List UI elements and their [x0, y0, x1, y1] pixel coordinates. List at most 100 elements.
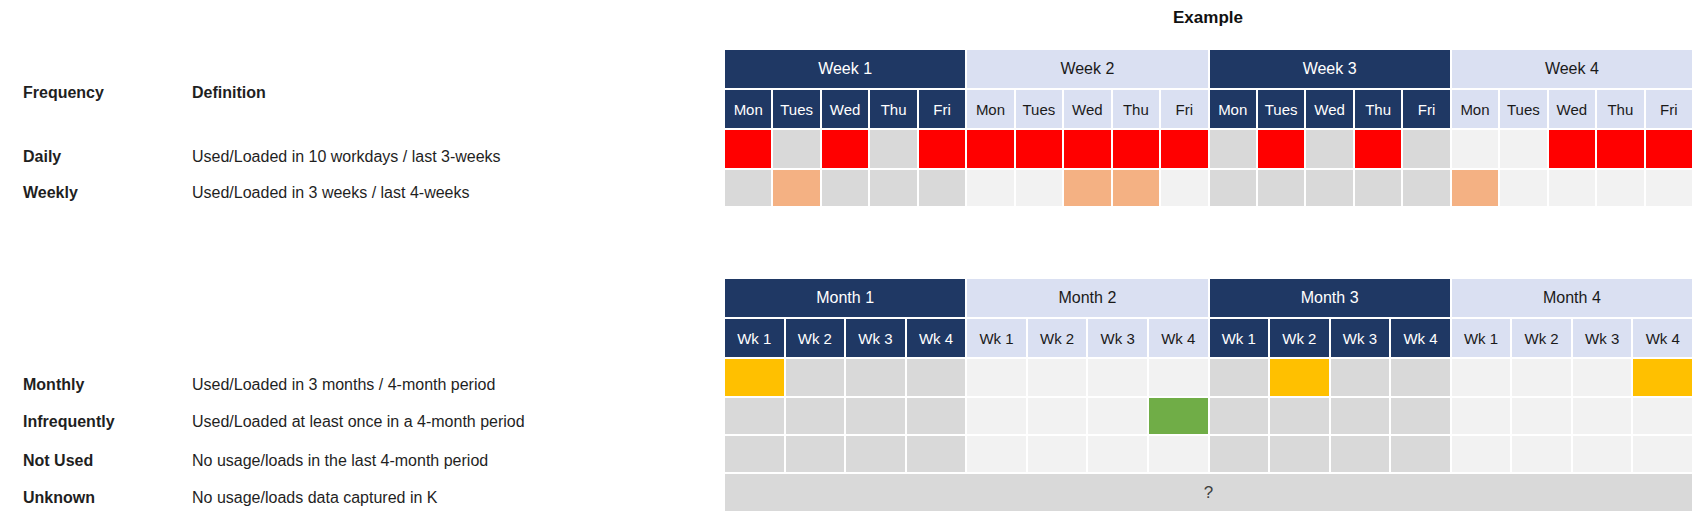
monthly-cell: [1573, 359, 1632, 396]
not-used-cell: [1270, 436, 1329, 472]
monthly-cell: [1149, 359, 1208, 396]
wk-header: Wk 4: [1633, 319, 1692, 357]
daily-cell: [1016, 130, 1062, 168]
daily-cell: [1403, 130, 1449, 168]
monthly-cell: [907, 359, 966, 396]
day-header: Mon: [1452, 90, 1498, 128]
infrequently-cell: [1210, 398, 1269, 434]
definition-text: Used/Loaded in 3 weeks / last 4-weeks: [192, 183, 469, 203]
daily-cell: [1597, 130, 1643, 168]
monthly-cell: [1210, 359, 1269, 396]
month-group-header: Month 4: [1452, 279, 1692, 317]
weekly-cell: [1016, 170, 1062, 206]
weekly-cell: [919, 170, 965, 206]
daily-cell: [1064, 130, 1110, 168]
weekly-cell: [1500, 170, 1546, 206]
day-header: Fri: [1161, 90, 1207, 128]
frequency-label: Infrequently: [23, 412, 115, 432]
wk-header: Wk 2: [1028, 319, 1087, 357]
daily-cell: [822, 130, 868, 168]
monthly-cell: [1088, 359, 1147, 396]
wk-header: Wk 3: [1088, 319, 1147, 357]
daily-cell: [1113, 130, 1159, 168]
month-group-header: Month 2: [967, 279, 1207, 317]
frequency-label: Weekly: [23, 183, 78, 203]
weekly-cell: [870, 170, 916, 206]
daily-cell: [967, 130, 1013, 168]
infrequently-cell: [1331, 398, 1390, 434]
daily-cell: [1452, 130, 1498, 168]
day-header: Mon: [1210, 90, 1256, 128]
definition-text: Used/Loaded in 10 workdays / last 3-week…: [192, 147, 501, 167]
weekly-cell: [1258, 170, 1304, 206]
infrequently-cell: [1088, 398, 1147, 434]
definition-text: Used/Loaded in 3 months / 4-month period: [192, 375, 495, 395]
wk-header: Wk 1: [725, 319, 784, 357]
day-header: Fri: [919, 90, 965, 128]
frequency-label: Daily: [23, 147, 61, 167]
definition-text: No usage/loads in the last 4-month perio…: [192, 451, 488, 471]
frequency-label: Monthly: [23, 375, 84, 395]
not-used-cell: [846, 436, 905, 472]
not-used-cell: [1088, 436, 1147, 472]
not-used-cell: [786, 436, 845, 472]
daily-cell: [1549, 130, 1595, 168]
not-used-cell: [1573, 436, 1632, 472]
month-group-header: Month 1: [725, 279, 965, 317]
weekly-cell: [1161, 170, 1207, 206]
week-example-table: Week 1Week 2Week 3Week 4MonTuesWedThuFri…: [725, 50, 1692, 206]
daily-cell: [870, 130, 916, 168]
monthly-cell: [725, 359, 784, 396]
day-header: Tues: [773, 90, 819, 128]
infrequently-cell: [1149, 398, 1208, 434]
weekly-cell: [967, 170, 1013, 206]
daily-cell: [1355, 130, 1401, 168]
wk-header: Wk 4: [907, 319, 966, 357]
weekly-cell: [1403, 170, 1449, 206]
weekly-cell: [1064, 170, 1110, 206]
not-used-cell: [967, 436, 1026, 472]
day-header: Thu: [1355, 90, 1401, 128]
weekly-cell: [1452, 170, 1498, 206]
wk-header: Wk 4: [1391, 319, 1450, 357]
not-used-cell: [1210, 436, 1269, 472]
day-header: Wed: [1306, 90, 1352, 128]
day-header: Thu: [1113, 90, 1159, 128]
monthly-cell: [1391, 359, 1450, 396]
infrequently-cell: [1028, 398, 1087, 434]
not-used-cell: [1391, 436, 1450, 472]
infrequently-cell: [846, 398, 905, 434]
monthly-cell: [786, 359, 845, 396]
infrequently-cell: [1633, 398, 1692, 434]
day-header: Mon: [967, 90, 1013, 128]
daily-cell: [1306, 130, 1352, 168]
monthly-cell: [1331, 359, 1390, 396]
weekly-cell: [773, 170, 819, 206]
daily-cell: [1500, 130, 1546, 168]
weekly-cell: [1113, 170, 1159, 206]
week-group-header: Week 1: [725, 50, 965, 88]
not-used-cell: [1028, 436, 1087, 472]
slide: Example Frequency Definition DailyUsed/L…: [0, 0, 1701, 532]
daily-cell: [773, 130, 819, 168]
not-used-cell: [1331, 436, 1390, 472]
wk-header: Wk 2: [1512, 319, 1571, 357]
day-header: Tues: [1258, 90, 1304, 128]
day-header: Thu: [1597, 90, 1643, 128]
infrequently-cell: [1270, 398, 1329, 434]
wk-header: Wk 4: [1149, 319, 1208, 357]
definition-text: No usage/loads data captured in K: [192, 488, 438, 508]
weekly-cell: [1646, 170, 1692, 206]
day-header: Tues: [1016, 90, 1062, 128]
frequency-label: Not Used: [23, 451, 93, 471]
monthly-cell: [846, 359, 905, 396]
day-header: Tues: [1500, 90, 1546, 128]
infrequently-cell: [1391, 398, 1450, 434]
definition-text: Used/Loaded at least once in a 4-month p…: [192, 412, 525, 432]
not-used-cell: [1633, 436, 1692, 472]
daily-cell: [1646, 130, 1692, 168]
monthly-cell: [1452, 359, 1511, 396]
day-header: Fri: [1403, 90, 1449, 128]
weekly-cell: [1549, 170, 1595, 206]
infrequently-cell: [967, 398, 1026, 434]
